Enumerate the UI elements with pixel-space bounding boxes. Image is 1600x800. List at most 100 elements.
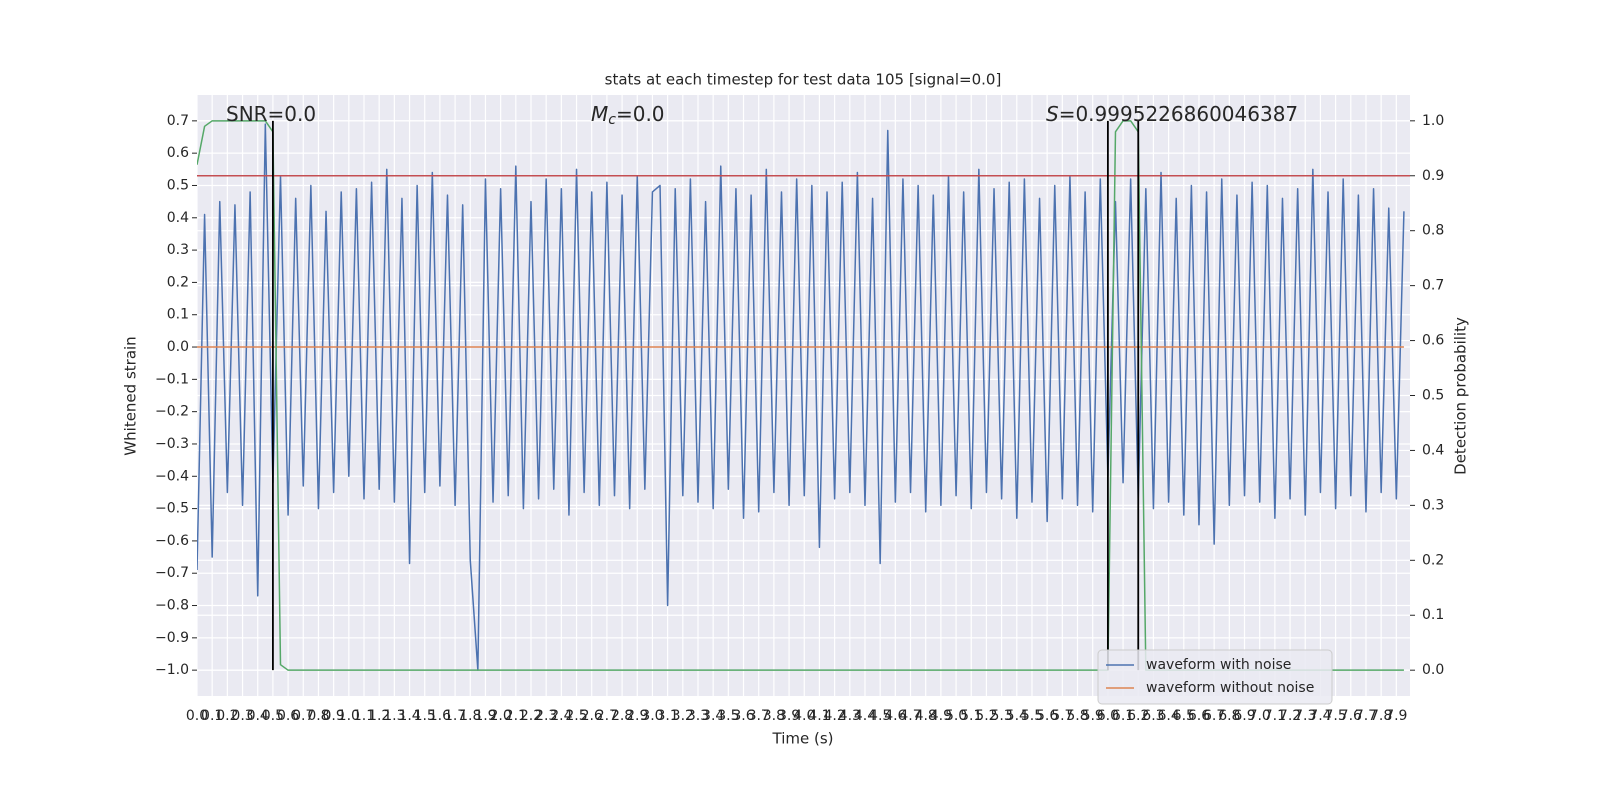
x-tick-label: 1.0 — [338, 708, 360, 724]
x-tick-label: 0.9 — [323, 708, 345, 724]
x-tick-label: 0.6 — [277, 708, 299, 724]
x-tick-label: 4.3 — [839, 708, 861, 724]
y-tick-label: −0.4 — [155, 468, 189, 484]
y2-tick-label: 0.9 — [1422, 168, 1444, 184]
x-tick-label: 1.8 — [459, 708, 481, 724]
x-tick-label: 7.0 — [1249, 708, 1271, 724]
legend-label: waveform without noise — [1146, 680, 1314, 696]
x-tick-label: 1.1 — [353, 708, 375, 724]
x-tick-label: 0.1 — [201, 708, 223, 724]
annotation-subscript: c — [608, 112, 616, 128]
x-tick-label: 7.1 — [1264, 708, 1286, 724]
x-tick-label: 5.1 — [960, 708, 982, 724]
x-axis-label: Time (s) — [772, 730, 834, 748]
annotation: Mc=0.0 — [591, 102, 665, 129]
x-tick-label: 1.3 — [383, 708, 405, 724]
x-tick-label: 2.7 — [596, 708, 618, 724]
y-tick-label: −0.9 — [155, 630, 189, 646]
x-tick-label: 5.8 — [1066, 708, 1088, 724]
y-tick-label: 0.4 — [167, 210, 189, 226]
x-tick-label: 6.6 — [1188, 708, 1210, 724]
x-tick-label: 4.8 — [915, 708, 937, 724]
x-tick-label: 5.4 — [1006, 708, 1028, 724]
x-tick-label: 3.2 — [672, 708, 694, 724]
x-tick-label: 3.6 — [732, 708, 754, 724]
annotation: S=0.9995226860046387 — [1046, 102, 1298, 126]
y2-tick-label: 0.3 — [1422, 497, 1444, 513]
x-tick-label: 4.0 — [793, 708, 815, 724]
x-tick-label: 2.8 — [611, 708, 633, 724]
x-tick-label: 0.7 — [292, 708, 314, 724]
series-line — [197, 120, 1404, 671]
y-tick-label: 0.1 — [167, 307, 189, 323]
x-tick-label: 0.5 — [262, 708, 284, 724]
x-tick-label: 3.0 — [641, 708, 663, 724]
x-tick-label: 3.1 — [656, 708, 678, 724]
y-tick-label: 0.0 — [167, 339, 189, 355]
labels: 0.00.10.20.30.40.50.60.70.80.91.01.11.21… — [155, 113, 1444, 724]
x-tick-label: 1.5 — [414, 708, 436, 724]
x-tick-label: 6.8 — [1218, 708, 1240, 724]
x-tick-label: 5.5 — [1021, 708, 1043, 724]
legend-label: waveform with noise — [1146, 657, 1291, 673]
y-tick-label: −0.7 — [155, 565, 189, 581]
y-tick-label: −0.3 — [155, 436, 189, 452]
x-tick-label: 1.9 — [474, 708, 496, 724]
y2-tick-label: 0.8 — [1422, 223, 1444, 239]
x-tick-label: 5.6 — [1036, 708, 1058, 724]
y-tick-label: 0.3 — [167, 242, 189, 258]
x-tick-label: 3.4 — [702, 708, 724, 724]
annotation-text: =0.9995226860046387 — [1059, 102, 1298, 126]
x-tick-label: 2.9 — [626, 708, 648, 724]
x-tick-label: 5.9 — [1082, 708, 1104, 724]
x-tick-label: 1.2 — [368, 708, 390, 724]
y2-tick-label: 0.5 — [1422, 388, 1444, 404]
x-tick-label: 1.4 — [398, 708, 420, 724]
x-tick-label: 4.4 — [854, 708, 876, 724]
y2-tick-label: 0.7 — [1422, 278, 1444, 294]
marks — [197, 120, 1410, 671]
x-tick-label: 6.4 — [1157, 708, 1179, 724]
x-tick-label: 7.4 — [1309, 708, 1331, 724]
x-tick-label: 4.7 — [899, 708, 921, 724]
legend: waveform with noise waveform without nois… — [1097, 649, 1333, 705]
x-tick-label: 6.3 — [1142, 708, 1164, 724]
y2-axis-label: Detection probability — [1452, 317, 1470, 475]
x-tick-label: 7.8 — [1370, 708, 1392, 724]
y2-tick-label: 0.2 — [1422, 552, 1444, 568]
legend-box — [1097, 649, 1333, 705]
y-tick-label: 0.6 — [167, 145, 189, 161]
y2-tick-label: 0.6 — [1422, 333, 1444, 349]
y-tick-label: −1.0 — [155, 662, 189, 678]
x-tick-label: 5.2 — [975, 708, 997, 724]
annotation-symbol: M — [591, 102, 608, 126]
grid — [196, 95, 1410, 696]
x-tick-label: 6.1 — [1112, 708, 1134, 724]
x-tick-label: 6.7 — [1203, 708, 1225, 724]
x-tick-label: 6.2 — [1127, 708, 1149, 724]
x-tick-label: 5.0 — [945, 708, 967, 724]
y-tick-label: −0.6 — [155, 533, 189, 549]
annotation-symbol: S — [1046, 102, 1059, 126]
y-tick-label: −0.5 — [155, 501, 189, 517]
x-tick-label: 7.5 — [1324, 708, 1346, 724]
x-tick-label: 5.7 — [1051, 708, 1073, 724]
x-tick-label: 3.8 — [763, 708, 785, 724]
x-tick-label: 4.9 — [930, 708, 952, 724]
x-tick-label: 0.4 — [247, 708, 269, 724]
y-axis-label: Whitened strain — [122, 336, 140, 455]
x-tick-label: 4.2 — [823, 708, 845, 724]
y-tick-label: 0.7 — [167, 113, 189, 129]
x-tick-label: 3.7 — [748, 708, 770, 724]
x-tick-label: 0.2 — [216, 708, 238, 724]
x-tick-label: 7.2 — [1279, 708, 1301, 724]
y-tick-label: −0.8 — [155, 598, 189, 614]
x-tick-label: 1.7 — [444, 708, 466, 724]
annotation: SNR=0.0 — [226, 102, 316, 126]
x-tick-label: 2.0 — [489, 708, 511, 724]
x-tick-label: 5.3 — [990, 708, 1012, 724]
x-tick-label: 2.1 — [505, 708, 527, 724]
x-tick-label: 6.5 — [1173, 708, 1195, 724]
x-tick-label: 6.0 — [1097, 708, 1119, 724]
